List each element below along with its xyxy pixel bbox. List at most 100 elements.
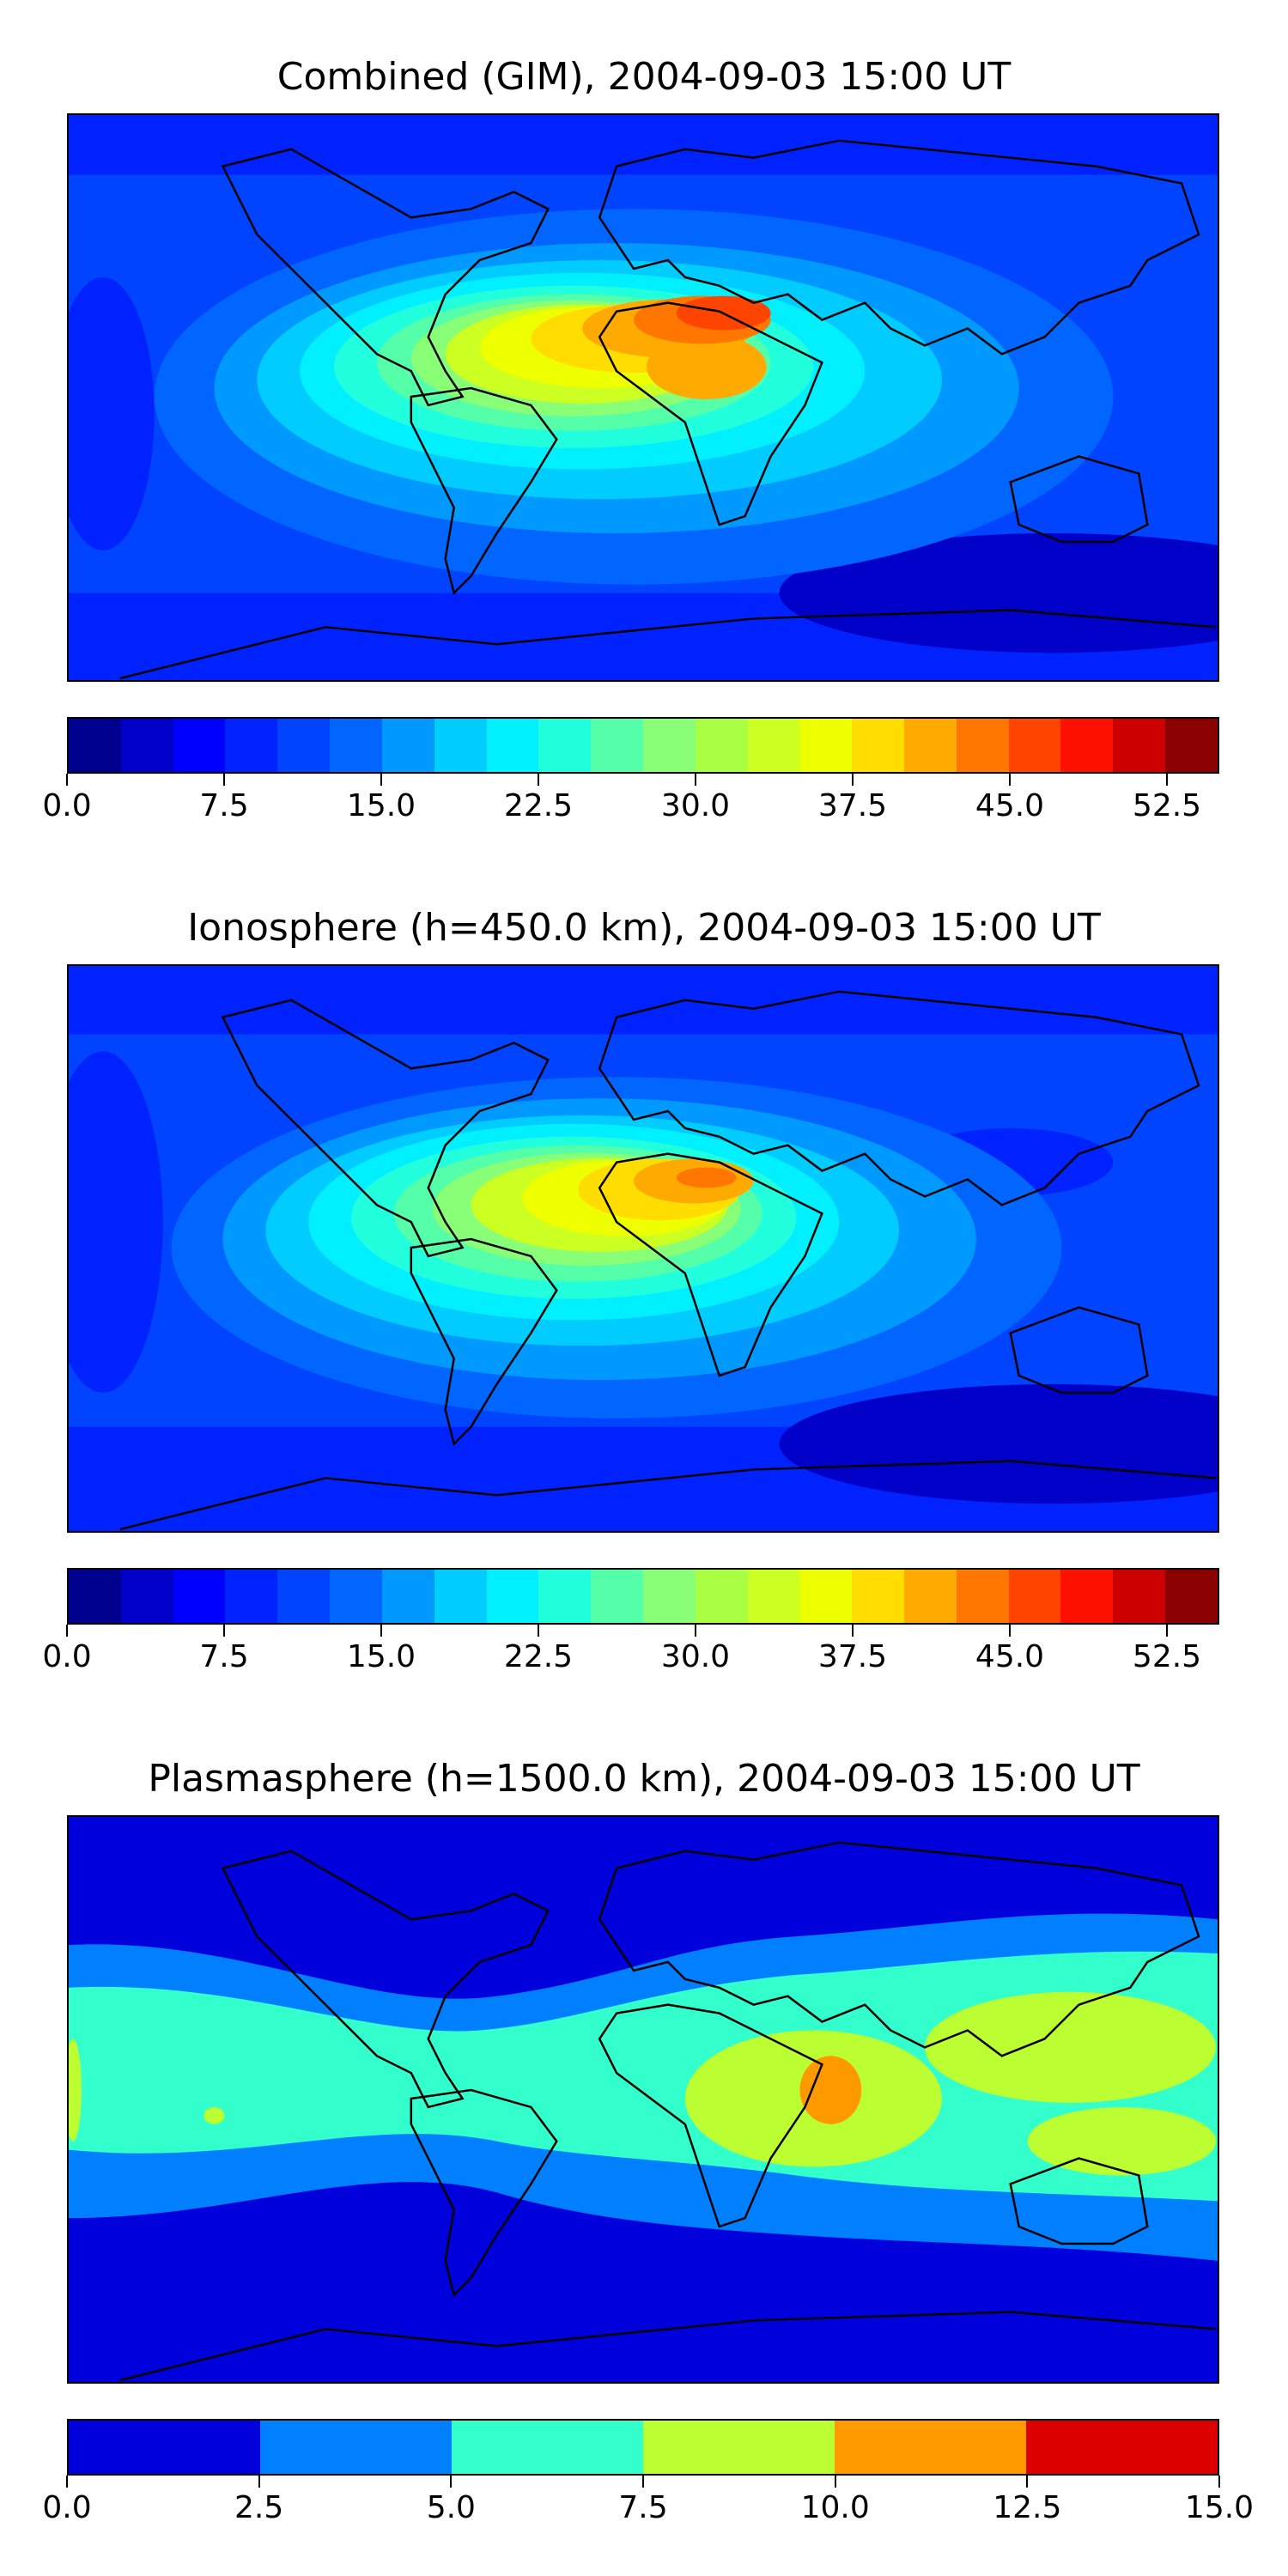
map-title-plasmasphere: Plasmasphere (h=1500.0 km), 2004-09-03 1… bbox=[148, 1757, 1140, 1801]
colorbar-segment bbox=[904, 1570, 957, 1623]
colorbar-segment bbox=[835, 2421, 1026, 2474]
colorbar-tick bbox=[538, 1625, 539, 1637]
colorbar-tick bbox=[695, 1625, 696, 1637]
colorbar-segment bbox=[69, 1570, 121, 1623]
colorbar-tick-label: 30.0 bbox=[660, 788, 731, 823]
colorbar-tick bbox=[852, 1625, 854, 1637]
colorbar-segment bbox=[277, 1570, 331, 1623]
plasmasphere-contour-field bbox=[69, 1817, 1218, 2382]
colorbar-segment bbox=[330, 1570, 382, 1623]
colorbar-tick bbox=[380, 774, 382, 786]
colorbar-segment bbox=[904, 719, 957, 772]
colorbar-segment bbox=[486, 719, 539, 772]
colorbar-segment bbox=[173, 719, 226, 772]
map-title-ionosphere: Ionosphere (h=450.0 km), 2004-09-03 15:0… bbox=[187, 906, 1101, 950]
colorbar-tick bbox=[1166, 1625, 1168, 1637]
map-title-combined: Combined (GIM), 2004-09-03 15:00 UT bbox=[276, 55, 1012, 99]
ionosphere-colorbar-ticks: 0.0 7.5 15.0 22.5 30.0 37.5 45.0 52.5 bbox=[42, 1625, 1219, 1676]
colorbar-segment bbox=[956, 1570, 1009, 1623]
colorbar-tick bbox=[66, 2476, 68, 2488]
colorbar-tick-label: 7.5 bbox=[199, 1639, 249, 1674]
combined-colorbar bbox=[67, 717, 1219, 774]
colorbar-segment bbox=[643, 2421, 835, 2474]
colorbar-tick-label: 45.0 bbox=[975, 788, 1045, 823]
plasmasphere-colorbar-ticks: 0.0 2.5 5.0 7.5 10.0 12.5 15.0 bbox=[42, 2476, 1254, 2527]
colorbar-segment bbox=[799, 1570, 853, 1623]
colorbar-segment bbox=[1008, 719, 1061, 772]
colorbar-tick-label: 0.0 bbox=[42, 788, 92, 823]
colorbar-tick-label: 0.0 bbox=[42, 1639, 92, 1674]
colorbar-tick-label: 22.5 bbox=[503, 788, 574, 823]
colorbar-tick-label: 37.5 bbox=[817, 1639, 888, 1674]
colorbar-tick-label: 7.5 bbox=[618, 2490, 668, 2525]
colorbar-segment bbox=[1060, 719, 1114, 772]
colorbar-segment bbox=[1026, 2421, 1218, 2474]
colorbar-tick-label: 7.5 bbox=[199, 788, 249, 823]
colorbar-tick bbox=[258, 2476, 260, 2488]
colorbar-tick-label: 15.0 bbox=[346, 1639, 416, 1674]
colorbar-tick-label: 22.5 bbox=[503, 1639, 574, 1674]
colorbar-tick bbox=[1009, 1625, 1011, 1637]
colorbar-segment bbox=[120, 719, 173, 772]
plasmasphere-tec-map bbox=[67, 1815, 1219, 2384]
colorbar-tick-label: 12.5 bbox=[993, 2490, 1062, 2525]
colorbar-segment bbox=[852, 719, 904, 772]
colorbar-segment bbox=[434, 1570, 487, 1623]
colorbar-segment bbox=[452, 2421, 643, 2474]
colorbar-tick bbox=[852, 774, 854, 786]
colorbar-segment bbox=[591, 719, 643, 772]
colorbar-tick bbox=[450, 2476, 453, 2488]
colorbar-tick-label: 45.0 bbox=[975, 1639, 1045, 1674]
colorbar-tick bbox=[695, 774, 696, 786]
colorbar-segment bbox=[381, 719, 434, 772]
colorbar-segment bbox=[1008, 1570, 1061, 1623]
colorbar-tick bbox=[834, 2476, 836, 2488]
colorbar-segment bbox=[330, 719, 382, 772]
ionosphere-contour-field bbox=[69, 966, 1218, 1531]
colorbar-segment bbox=[69, 719, 121, 772]
colorbar-tick bbox=[538, 774, 539, 786]
colorbar-segment bbox=[277, 719, 331, 772]
colorbar-segment bbox=[956, 719, 1009, 772]
colorbar-segment bbox=[538, 1570, 592, 1623]
colorbar-tick-label: 10.0 bbox=[800, 2490, 870, 2525]
colorbar-segment bbox=[69, 2421, 260, 2474]
combined-tec-map bbox=[67, 113, 1219, 682]
colorbar-segment bbox=[799, 719, 853, 772]
colorbar-segment bbox=[260, 2421, 452, 2474]
combined-colorbar-ticks: 0.0 7.5 15.0 22.5 30.0 37.5 45.0 52.5 bbox=[42, 774, 1219, 825]
colorbar-segment bbox=[1060, 1570, 1114, 1623]
ionosphere-colorbar bbox=[67, 1568, 1219, 1625]
colorbar-segment bbox=[434, 719, 487, 772]
ionosphere-tec-map bbox=[67, 964, 1219, 1533]
colorbar-segment bbox=[381, 1570, 434, 1623]
colorbar-tick-label: 52.5 bbox=[1132, 1639, 1202, 1674]
colorbar-tick-label: 15.0 bbox=[1184, 2490, 1255, 2525]
colorbar-tick-label: 37.5 bbox=[817, 788, 888, 823]
colorbar-tick bbox=[642, 2476, 644, 2488]
colorbar-tick bbox=[1218, 2476, 1220, 2488]
colorbar-tick bbox=[66, 1625, 68, 1637]
colorbar-segment bbox=[1165, 1570, 1218, 1623]
colorbar-segment bbox=[747, 719, 800, 772]
colorbar-segment bbox=[1165, 719, 1218, 772]
colorbar-segment bbox=[591, 1570, 643, 1623]
colorbar-tick bbox=[223, 774, 225, 786]
colorbar-tick-label: 52.5 bbox=[1132, 788, 1202, 823]
plasmasphere-colorbar bbox=[67, 2419, 1219, 2476]
colorbar-tick bbox=[66, 774, 68, 786]
colorbar-segment bbox=[173, 1570, 226, 1623]
colorbar-segment bbox=[1113, 719, 1166, 772]
colorbar-segment bbox=[486, 1570, 539, 1623]
colorbar-tick-label: 0.0 bbox=[42, 2490, 92, 2525]
colorbar-segment bbox=[642, 1570, 696, 1623]
colorbar-segment bbox=[852, 1570, 904, 1623]
colorbar-tick bbox=[1009, 774, 1011, 786]
colorbar-tick bbox=[380, 1625, 382, 1637]
colorbar-segment bbox=[695, 1570, 748, 1623]
combined-contour-field bbox=[69, 115, 1218, 680]
colorbar-tick-label: 15.0 bbox=[346, 788, 416, 823]
colorbar-segment bbox=[695, 719, 748, 772]
colorbar-tick-label: 30.0 bbox=[660, 1639, 731, 1674]
colorbar-segment bbox=[538, 719, 592, 772]
